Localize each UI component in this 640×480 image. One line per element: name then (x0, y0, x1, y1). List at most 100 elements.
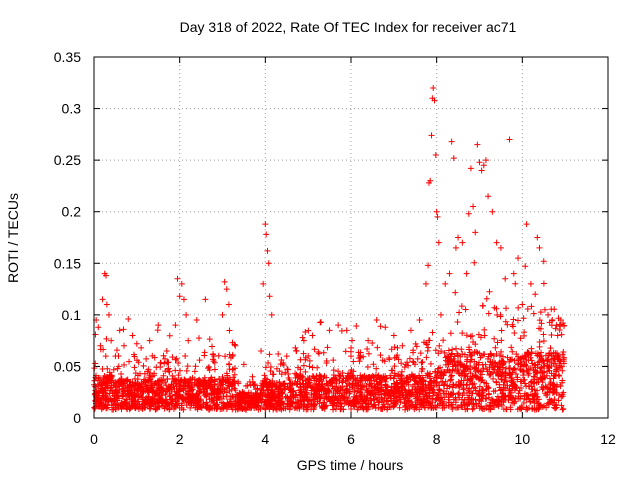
data-point (315, 349, 322, 356)
data-point (398, 372, 405, 379)
data-point (530, 310, 537, 317)
data-point (429, 329, 436, 336)
data-point (160, 388, 167, 395)
data-point (176, 293, 183, 300)
data-point (96, 380, 103, 387)
data-point (495, 403, 502, 410)
data-point (352, 382, 359, 389)
data-point (385, 355, 392, 361)
data-point (163, 382, 170, 389)
data-point (547, 385, 554, 392)
data-point (514, 374, 521, 381)
data-point (438, 394, 445, 401)
data-point (544, 400, 551, 407)
data-point (157, 359, 164, 366)
data-point (553, 366, 560, 373)
data-point (474, 367, 481, 374)
data-point (513, 370, 520, 377)
data-point (450, 155, 457, 162)
data-point (131, 364, 138, 371)
data-point (448, 401, 455, 408)
data-point (105, 398, 112, 405)
y-tick-label: 0 (73, 410, 81, 426)
data-point (184, 395, 191, 402)
data-point (558, 402, 565, 409)
data-point (180, 296, 187, 303)
data-point (308, 406, 315, 413)
data-point (515, 353, 522, 360)
data-point (375, 389, 382, 396)
data-point (160, 372, 167, 379)
data-point (442, 280, 449, 287)
data-point (318, 319, 325, 326)
data-point (487, 371, 494, 378)
data-point (417, 384, 424, 391)
data-point (422, 280, 429, 287)
data-point (509, 348, 516, 355)
data-point (414, 355, 421, 362)
data-point (92, 374, 99, 381)
data-point (311, 346, 318, 353)
data-point (350, 368, 357, 375)
data-point (373, 378, 380, 385)
data-point (365, 337, 372, 344)
data-point (507, 356, 514, 363)
data-point (417, 350, 424, 357)
data-point (128, 396, 135, 403)
data-point (323, 374, 330, 381)
data-point (428, 132, 435, 139)
data-point (373, 385, 380, 392)
data-point (425, 262, 432, 269)
data-point (436, 395, 443, 402)
data-point (481, 332, 488, 339)
data-point (435, 365, 442, 372)
data-point (363, 395, 370, 402)
data-point (407, 327, 414, 334)
data-point (433, 382, 440, 389)
data-point (187, 385, 194, 392)
data-point (209, 387, 216, 394)
data-point (555, 354, 562, 361)
data-point (514, 317, 521, 324)
data-point (323, 388, 330, 395)
data-point (541, 306, 548, 313)
data-point (343, 399, 350, 406)
data-point (412, 401, 419, 408)
data-point (431, 97, 438, 104)
data-point (364, 363, 371, 370)
data-point (435, 391, 442, 398)
data-point (284, 366, 291, 373)
data-point (350, 398, 357, 405)
data-point (108, 337, 115, 344)
data-point (232, 398, 239, 405)
data-point (286, 376, 293, 383)
data-point (428, 405, 435, 412)
data-point (249, 373, 256, 380)
data-point (532, 391, 539, 398)
data-point (528, 349, 535, 356)
data-point (398, 373, 405, 380)
data-point (434, 402, 441, 409)
data-point (412, 340, 419, 347)
data-point (339, 383, 346, 390)
data-point (502, 365, 509, 372)
data-point (164, 386, 171, 393)
data-point (452, 289, 459, 296)
data-point (510, 365, 517, 372)
data-point (115, 363, 122, 370)
data-point (193, 317, 200, 324)
data-point (209, 351, 216, 358)
data-point (266, 385, 273, 392)
data-point (268, 394, 275, 401)
data-point (373, 396, 380, 403)
data-point (423, 389, 430, 396)
data-point (475, 359, 482, 366)
data-point (523, 221, 530, 228)
data-point (165, 365, 172, 372)
data-point (217, 406, 224, 413)
data-point (373, 365, 380, 372)
data-point (287, 380, 294, 387)
data-point (162, 391, 169, 398)
data-point (392, 385, 399, 392)
data-point (508, 344, 515, 351)
